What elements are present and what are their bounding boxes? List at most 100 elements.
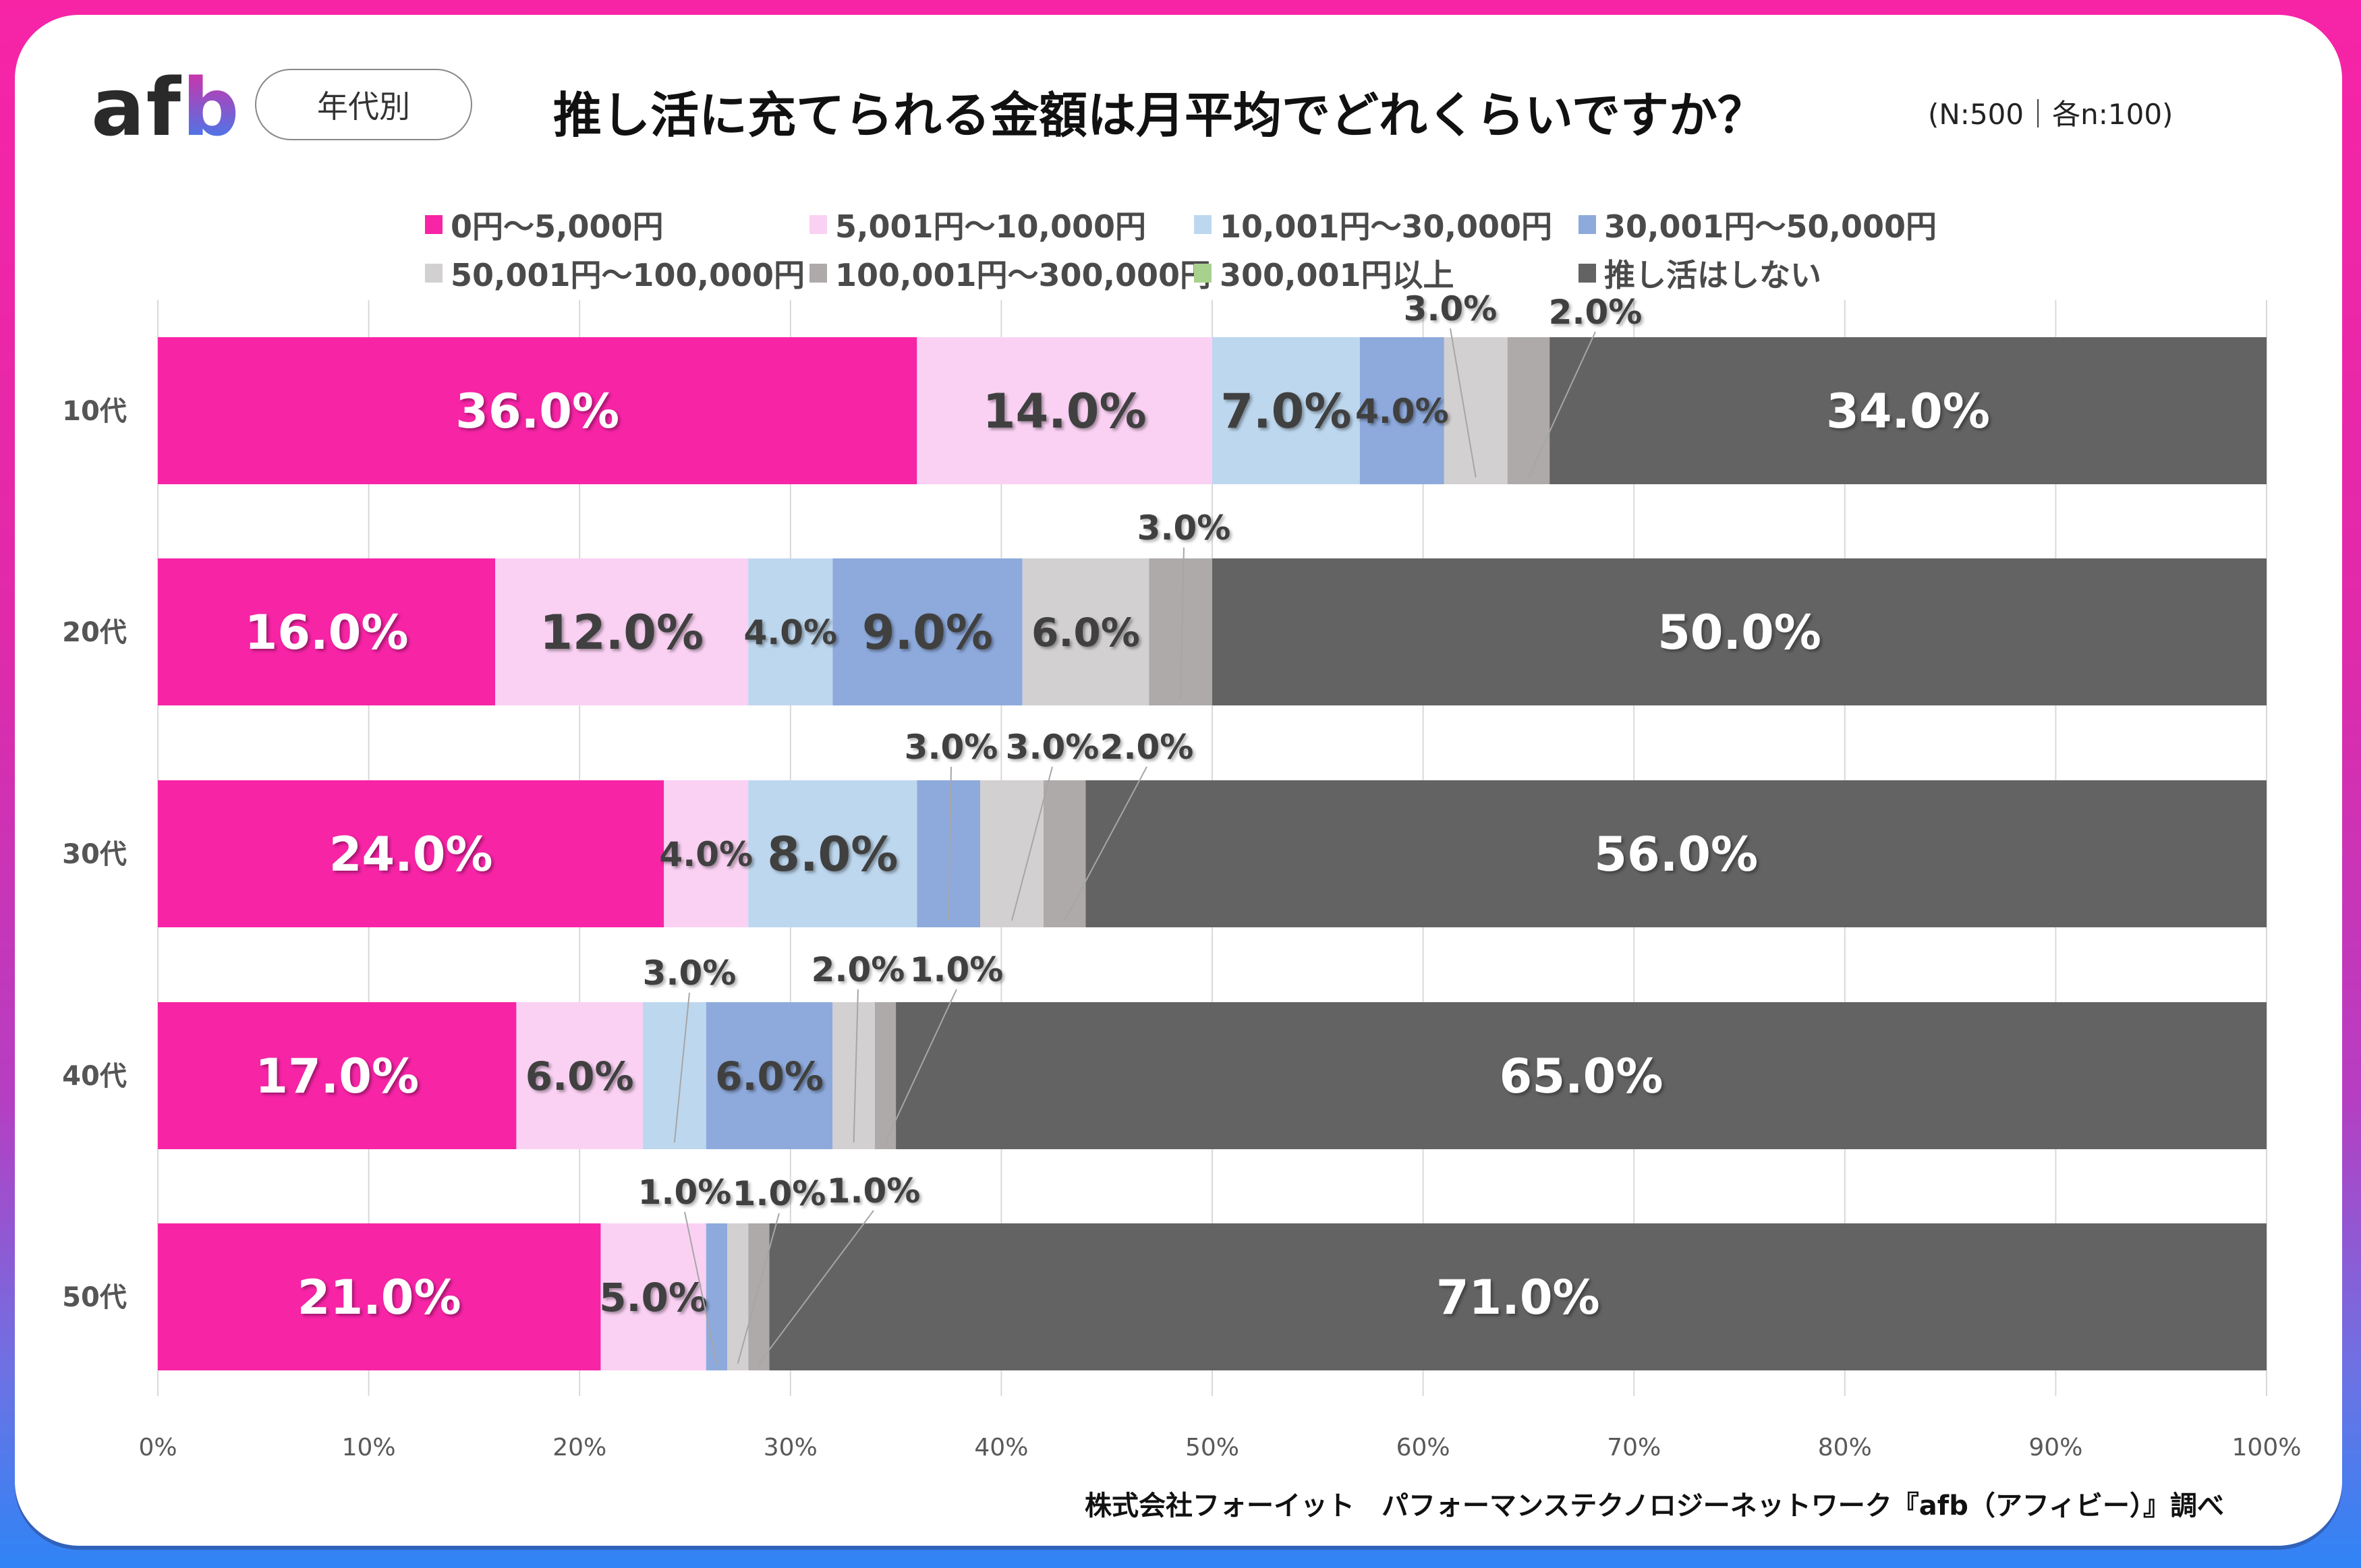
data-label: 4.0% <box>1355 392 1449 431</box>
data-label: 34.0% <box>1826 384 1990 439</box>
source-credit: 株式会社フォーイット パフォーマンステクノロジーネットワーク『afb（アフィビー… <box>1085 1490 2225 1521</box>
data-label: 1.0% <box>910 950 1004 989</box>
legend-item: 300,001円以上 <box>1194 251 1454 295</box>
data-label: 3.0% <box>1404 289 1498 328</box>
data-label: 3.0% <box>905 728 998 767</box>
data-label: 7.0% <box>1220 384 1351 439</box>
bar-segment <box>832 558 1023 705</box>
legend-swatch <box>1194 264 1212 283</box>
leader-line <box>853 989 859 1143</box>
legend-item: 100,001円～300,000円 <box>809 251 1211 295</box>
leader-line <box>1450 328 1477 478</box>
data-label: 12.0% <box>540 605 704 660</box>
bar-segment <box>748 558 833 705</box>
data-label: 6.0% <box>1031 610 1140 656</box>
legend-item: 10,001円～30,000円 <box>1194 202 1552 247</box>
legend-label: 50,001円～100,000円 <box>451 257 805 293</box>
leader-line <box>1011 766 1053 921</box>
data-label: 36.0% <box>455 384 619 439</box>
leader-line <box>948 766 952 921</box>
bar-segment <box>1507 337 1550 484</box>
data-label: 17.0% <box>255 1049 419 1104</box>
x-tick-label: 40% <box>974 1434 1028 1461</box>
legend-swatch <box>425 264 443 283</box>
leader-line <box>1064 766 1147 921</box>
data-label: 56.0% <box>1594 827 1758 882</box>
data-label: 14.0% <box>983 384 1147 439</box>
legend-swatch <box>1578 215 1596 234</box>
bar-segment <box>495 558 749 705</box>
data-label: 21.0% <box>297 1270 461 1325</box>
bar-segment <box>1212 337 1360 484</box>
data-label: 3.0% <box>1137 509 1231 548</box>
data-label: 6.0% <box>525 1053 634 1099</box>
legend-item: 推し活はしない <box>1578 251 1821 295</box>
x-tick-label: 0% <box>138 1434 177 1461</box>
data-label: 4.0% <box>743 613 837 652</box>
data-label: 50.0% <box>1657 605 1821 660</box>
bar-segment <box>1549 337 2267 484</box>
bar-segment <box>516 1002 643 1149</box>
legend-item: 5,001円～10,000円 <box>809 202 1146 247</box>
afb-logo: afb <box>91 67 240 148</box>
leader-line <box>1527 331 1596 478</box>
bar-segment <box>600 1223 706 1370</box>
bar-segment <box>1212 558 2267 705</box>
leader-line <box>884 989 957 1143</box>
bar-segment <box>706 1223 728 1370</box>
chart-title: 推し活に充てられる金額は月平均でどれくらいですか？ <box>553 87 1766 144</box>
bar-segment <box>158 1223 601 1370</box>
bar-segment <box>158 1002 517 1149</box>
data-label: 5.0% <box>599 1275 708 1320</box>
x-tick-label: 50% <box>1185 1434 1239 1461</box>
leader-line <box>737 1213 780 1364</box>
data-label: 65.0% <box>1500 1049 1663 1104</box>
category-label: 20代 <box>62 617 127 648</box>
bar-segment <box>748 780 917 927</box>
data-label: 4.0% <box>659 835 753 874</box>
segment-pill: 年代別 <box>255 69 472 140</box>
bar-segment <box>748 1223 770 1370</box>
x-tick-label: 100% <box>2232 1434 2302 1461</box>
data-label: 1.0% <box>827 1171 921 1211</box>
category-label: 30代 <box>62 839 127 870</box>
data-label: 1.0% <box>638 1173 732 1212</box>
bar-segment <box>874 1002 897 1149</box>
bar-segment <box>1043 780 1086 927</box>
logo-letter-b: b <box>181 61 241 154</box>
legend-swatch <box>1194 215 1212 234</box>
data-label: 8.0% <box>767 827 898 882</box>
data-label: 2.0% <box>812 950 905 989</box>
segment-pill-label: 年代別 <box>317 88 410 125</box>
x-tick-label: 10% <box>342 1434 396 1461</box>
logo-letter-a: a <box>91 61 146 154</box>
data-label: 3.0% <box>1006 728 1100 767</box>
bar-segment <box>980 780 1044 927</box>
legend-item: 50,001円～100,000円 <box>425 251 805 295</box>
data-label: 2.0% <box>1100 728 1194 767</box>
bar-segment <box>158 337 917 484</box>
legend-label: 100,001円～300,000円 <box>835 257 1212 293</box>
legend-swatch <box>809 264 827 283</box>
leader-line <box>673 992 690 1143</box>
legend-label: 10,001円～30,000円 <box>1220 208 1553 245</box>
category-label: 50代 <box>62 1282 127 1313</box>
category-label: 10代 <box>62 396 127 427</box>
bar-segment <box>158 558 496 705</box>
leader-line <box>758 1210 874 1364</box>
bar-segment <box>642 1002 706 1149</box>
x-tick-label: 60% <box>1396 1434 1450 1461</box>
bar-segment <box>769 1223 2267 1370</box>
bar-segment <box>1359 337 1444 484</box>
bar-segment <box>706 1002 833 1149</box>
bar-segment <box>1444 337 1508 484</box>
data-label: 24.0% <box>329 827 493 882</box>
legend-label: 30,001円～50,000円 <box>1604 208 1937 245</box>
legend-swatch <box>425 215 443 234</box>
sample-size-note: (N:500｜各n:100) <box>1928 98 2173 131</box>
data-label: 16.0% <box>245 605 409 660</box>
bar-segment <box>664 780 749 927</box>
category-label: 40代 <box>62 1061 127 1092</box>
x-tick-label: 80% <box>1818 1434 1872 1461</box>
